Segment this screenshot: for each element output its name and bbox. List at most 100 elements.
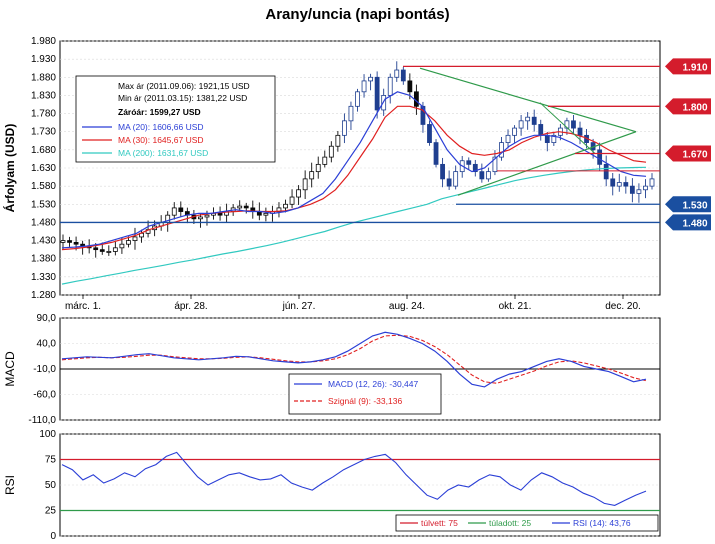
candle-body xyxy=(427,124,432,144)
candle-body xyxy=(479,171,485,180)
price-panel: 1.980 1.930 1.880 1.830 1.780 1.730 1.680 1.630… xyxy=(2,36,711,312)
info-box-frame xyxy=(75,75,276,163)
macd-ytick-label: 90,0 xyxy=(37,313,57,324)
trendline-upper xyxy=(419,67,637,133)
candle-body xyxy=(204,214,210,218)
candle-body xyxy=(623,182,629,187)
rsi-ylabel: RSI xyxy=(3,475,17,495)
candle-body xyxy=(433,142,439,165)
candle-body xyxy=(217,212,223,216)
ma30-line xyxy=(61,105,647,251)
candle-body xyxy=(538,124,544,136)
level-flag xyxy=(665,196,711,213)
rsi-ytick-label: 25 xyxy=(45,506,57,517)
macd-legend-frame xyxy=(288,373,442,415)
level-flag xyxy=(665,58,711,75)
candle-body xyxy=(571,120,576,129)
macd-ytick-label: 40,0 xyxy=(37,339,57,350)
candle-body xyxy=(466,160,472,165)
candle-body xyxy=(67,240,72,243)
price-ytick-label: 1.830 xyxy=(31,90,56,101)
candle-body xyxy=(348,105,354,122)
candle-body xyxy=(407,80,413,93)
candle-body xyxy=(132,236,138,241)
candle-body xyxy=(649,178,655,187)
macd-series-group xyxy=(61,331,647,388)
price-xtick-label: márc. 1. xyxy=(65,301,101,312)
candle-body xyxy=(361,80,367,93)
price-ytick-label: 1.580 xyxy=(31,181,56,192)
candle-body xyxy=(453,171,459,187)
candle-body xyxy=(322,156,328,165)
price-ytick-label: 1.930 xyxy=(31,54,56,65)
candle-body xyxy=(178,207,184,212)
candle-body xyxy=(446,178,452,187)
candle-body xyxy=(243,205,249,209)
price-xtick-label: jún. 27. xyxy=(282,301,316,312)
candle-body xyxy=(636,189,642,194)
candle-body xyxy=(237,205,243,209)
rsi-legend-label: RSI (14): 43,76 xyxy=(573,518,631,528)
rsi-line xyxy=(61,451,647,506)
info-min: Min ár (2011.03.15): 1381,22 USD xyxy=(118,93,247,103)
candle-body xyxy=(342,120,347,136)
chart-title: Arany/uncia (napi bontás) xyxy=(265,6,450,23)
candle-body xyxy=(73,241,79,245)
rsi-legend-frame xyxy=(395,514,659,532)
info-ma200: MA (200): 1631,67 USD xyxy=(118,148,208,158)
candle-body xyxy=(518,120,524,129)
trendline-inner xyxy=(539,102,596,154)
price-ylabel: Árfolyam (USD) xyxy=(2,124,17,213)
candle-body xyxy=(499,142,504,158)
rsi-ytick-label: 75 xyxy=(45,455,57,466)
candle-body xyxy=(577,127,583,136)
candle-body xyxy=(368,76,373,82)
candle-body xyxy=(335,134,341,147)
candle-body xyxy=(315,163,321,173)
candle-body xyxy=(629,185,635,194)
rsi-ytick-label: 100 xyxy=(39,429,56,440)
candle-body xyxy=(171,207,177,216)
candle-body xyxy=(472,163,478,173)
price-ytick-label: 1.880 xyxy=(31,72,56,83)
candle-body xyxy=(302,178,308,191)
level-label: 1.800 xyxy=(682,102,707,113)
candle-body xyxy=(198,216,203,220)
info-ma30: MA (30): 1645,67 USD xyxy=(118,135,204,145)
candle-body xyxy=(413,91,419,107)
candle-body xyxy=(263,212,269,216)
price-ytick-label: 1.530 xyxy=(31,199,56,210)
candle-body xyxy=(492,156,498,173)
candle-body xyxy=(126,240,131,245)
candle-body xyxy=(505,134,511,143)
price-ytick-label: 1.680 xyxy=(31,145,56,156)
candle-body xyxy=(551,134,557,143)
price-ytick-label: 1.380 xyxy=(31,254,56,265)
level-flag xyxy=(665,98,711,115)
candle-body xyxy=(400,69,406,82)
candle-body xyxy=(512,127,517,136)
price-ytick-label: 1.630 xyxy=(31,163,56,174)
price-ytick-label: 1.430 xyxy=(31,236,56,247)
candle-body xyxy=(355,91,360,107)
candle-body xyxy=(289,196,295,205)
candle-body xyxy=(112,247,118,252)
candle-body xyxy=(374,76,380,111)
price-ytick-label: 1.280 xyxy=(31,290,56,301)
candle-body xyxy=(394,69,400,78)
price-ytick-label: 1.780 xyxy=(31,109,56,120)
macd-ylabel: MACD xyxy=(3,351,17,387)
price-xtick-label: aug. 24. xyxy=(389,301,425,312)
candle-body xyxy=(616,182,622,187)
macd-panel: 90,0 40,0 -10,0 -60,0 -110,0 MACD (12, 26): … xyxy=(3,313,661,426)
price-xtick-label: dec. 20. xyxy=(605,301,641,312)
candle-body xyxy=(440,163,445,180)
trendline-lower xyxy=(457,131,637,196)
rsi-panel: 100 75 50 25 0 túlvett: 75 túladott: 25 RSI … xyxy=(3,429,661,542)
macd-line xyxy=(61,331,647,388)
price-xtick-label: okt. 21. xyxy=(499,301,532,312)
macd-ytick-label: -110,0 xyxy=(28,415,56,426)
candle-body xyxy=(610,178,616,187)
candle-body xyxy=(531,116,537,125)
candle-body xyxy=(603,163,609,180)
